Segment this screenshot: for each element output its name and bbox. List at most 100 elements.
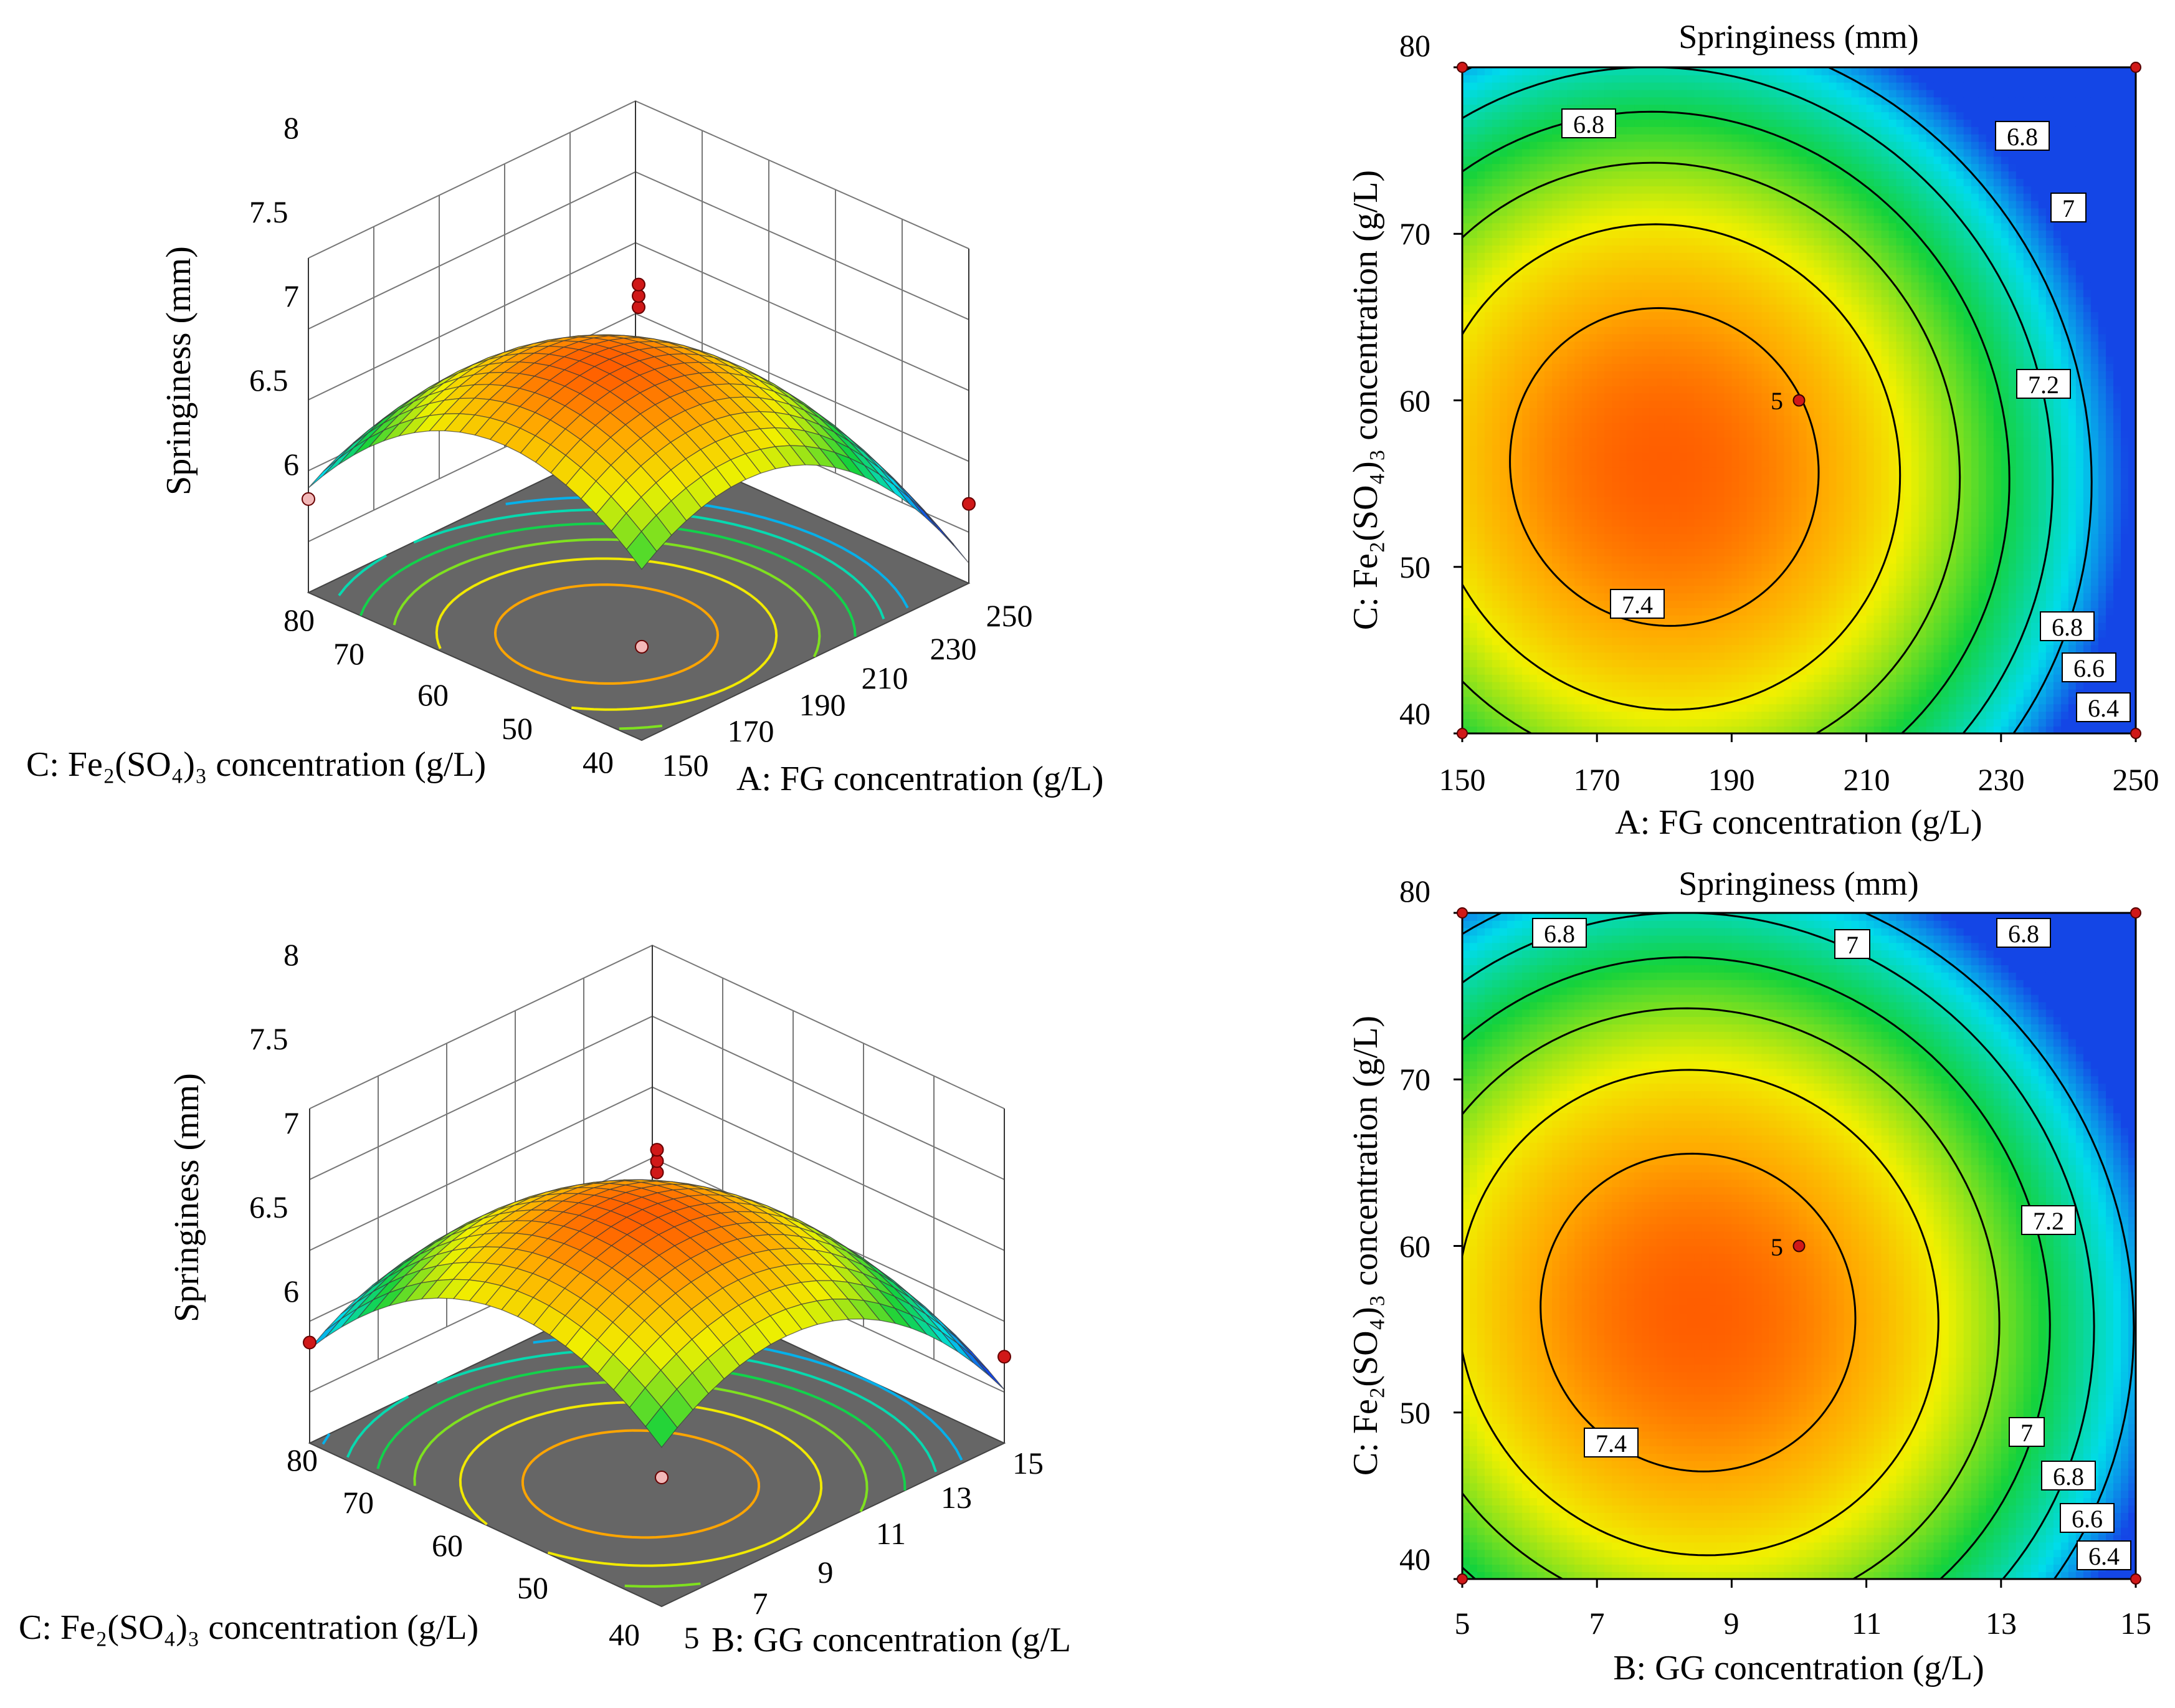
color-cell — [1530, 608, 1538, 616]
color-cell — [1589, 208, 1597, 216]
color-cell — [1746, 637, 1755, 646]
color-cell — [1515, 615, 1523, 623]
color-cell — [1544, 696, 1553, 705]
color-cell — [1462, 252, 1470, 260]
color-cell — [1589, 696, 1597, 705]
color-cell — [1687, 400, 1695, 409]
color-cell — [1731, 615, 1740, 623]
color-cell — [1470, 711, 1478, 720]
color-cell — [1806, 585, 1815, 594]
color-cell — [1746, 200, 1755, 209]
color-cell — [1492, 393, 1500, 401]
color-cell — [1739, 222, 1748, 231]
color-cell — [1806, 711, 1815, 720]
color-cell — [1664, 97, 1673, 105]
color-cell — [1694, 171, 1703, 179]
color-cell — [1507, 578, 1515, 586]
color-cell — [1492, 200, 1500, 209]
color-cell — [1470, 326, 1478, 335]
color-cell — [1679, 333, 1688, 342]
color-cell — [1679, 489, 1688, 497]
color-cell — [1500, 304, 1508, 312]
color-cell — [1559, 141, 1568, 150]
color-cell — [1746, 289, 1755, 297]
color-cell — [1694, 503, 1703, 512]
color-cell — [1731, 711, 1740, 720]
color-cell — [1522, 282, 1530, 290]
color-cell — [1657, 341, 1665, 350]
color-cell — [1582, 237, 1590, 246]
color-cell — [1559, 459, 1568, 468]
color-cell — [1754, 400, 1763, 409]
color-cell — [1821, 400, 1830, 409]
color-cell — [1492, 222, 1500, 231]
color-cell — [1642, 726, 1650, 733]
x-axis-ticks: 150 170 190 210 230 250 — [662, 598, 1033, 783]
color-cell — [1664, 681, 1673, 690]
color-cell — [1544, 89, 1553, 98]
color-cell — [1567, 667, 1575, 675]
color-cell — [1589, 74, 1597, 83]
color-cell — [1589, 496, 1597, 505]
color-cell — [1806, 119, 1815, 127]
color-cell — [1701, 341, 1710, 350]
color-cell — [1821, 644, 1830, 653]
color-cell — [1746, 555, 1755, 564]
color-cell — [1657, 356, 1665, 364]
color-cell — [1634, 430, 1643, 438]
color-cell — [1709, 482, 1718, 490]
color-cell — [1731, 393, 1740, 401]
color-cell — [1716, 82, 1725, 90]
color-cell — [1544, 726, 1553, 733]
color-cell — [1597, 548, 1605, 556]
floor-contour — [393, 538, 751, 626]
color-cell — [1776, 400, 1785, 409]
color-cell — [1784, 518, 1792, 527]
color-cell — [1694, 393, 1703, 401]
color-cell — [1649, 518, 1658, 527]
color-cell — [1679, 282, 1688, 290]
color-cell — [1829, 637, 1837, 646]
color-cell — [1559, 348, 1568, 357]
color-cell — [1589, 341, 1597, 350]
color-cell — [1694, 215, 1703, 224]
color-cell — [1672, 659, 1680, 667]
color-cell — [1769, 274, 1778, 283]
color-cell — [1597, 304, 1605, 312]
color-cell — [1679, 578, 1688, 586]
color-cell — [1567, 637, 1575, 646]
color-cell — [1522, 674, 1530, 682]
color-cell — [1761, 444, 1770, 453]
color-cell — [1791, 644, 1800, 653]
color-cell — [1806, 82, 1815, 90]
color-cell — [1657, 274, 1665, 283]
color-cell — [1619, 178, 1627, 186]
color-cell — [1776, 629, 1785, 638]
color-cell — [1761, 297, 1770, 305]
color-cell — [1746, 267, 1755, 275]
color-cell — [1679, 178, 1688, 186]
color-cell — [1687, 333, 1695, 342]
color-cell — [1687, 444, 1695, 453]
color-cell — [1731, 385, 1740, 394]
color-cell — [1574, 452, 1582, 460]
color-cell — [1589, 541, 1597, 549]
color-cell — [1687, 230, 1695, 238]
color-cell — [1470, 570, 1478, 579]
color-cell — [1716, 533, 1725, 542]
color-cell — [1530, 312, 1538, 320]
color-cell — [1507, 681, 1515, 690]
color-cell — [1582, 489, 1590, 497]
color-cell — [1612, 215, 1620, 224]
color-cell — [1672, 119, 1680, 127]
color-cell — [1657, 533, 1665, 542]
color-cell — [1672, 245, 1680, 253]
color-cell — [1769, 726, 1778, 733]
color-cell — [1814, 171, 1822, 179]
color-cell — [1612, 267, 1620, 275]
color-cell — [1821, 474, 1830, 482]
color-cell — [1799, 503, 1807, 512]
color-cell — [1716, 430, 1725, 438]
color-cell — [1761, 133, 1770, 142]
color-cell — [1537, 208, 1545, 216]
